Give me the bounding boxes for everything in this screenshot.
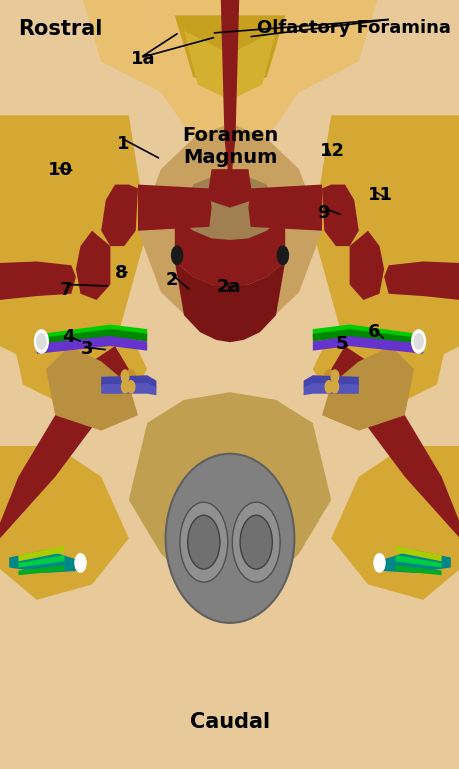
Circle shape [330,371,338,383]
Polygon shape [18,546,64,561]
Circle shape [171,246,182,265]
Polygon shape [321,346,413,431]
Polygon shape [9,292,147,408]
Text: Caudal: Caudal [190,712,269,732]
Polygon shape [174,261,285,342]
Text: 8: 8 [115,264,127,281]
Polygon shape [0,346,129,538]
Text: 5: 5 [335,335,347,352]
Polygon shape [46,346,138,431]
Polygon shape [101,185,138,246]
Polygon shape [312,329,422,346]
Circle shape [37,334,46,349]
Polygon shape [303,383,358,395]
Polygon shape [312,336,422,354]
Circle shape [127,370,135,384]
Polygon shape [174,15,285,92]
Polygon shape [312,325,422,342]
Circle shape [240,515,272,569]
Text: 2a: 2a [216,278,240,296]
Polygon shape [37,336,147,354]
Text: Foramen
Magnum: Foramen Magnum [181,125,278,167]
Polygon shape [184,31,275,100]
Polygon shape [174,169,285,292]
Polygon shape [147,0,312,154]
Polygon shape [18,555,64,568]
Polygon shape [37,325,147,342]
Circle shape [75,554,86,572]
Text: 1: 1 [117,135,129,152]
Polygon shape [330,346,459,538]
Polygon shape [138,185,211,231]
Polygon shape [312,292,450,408]
Circle shape [121,381,129,393]
Polygon shape [18,565,64,575]
Circle shape [121,371,129,383]
Polygon shape [9,550,83,573]
Text: 12: 12 [319,142,344,160]
Polygon shape [349,231,383,300]
Polygon shape [0,261,76,300]
Circle shape [34,330,48,353]
Polygon shape [312,115,459,369]
Polygon shape [395,565,441,575]
Text: 7: 7 [60,281,72,298]
Text: 2: 2 [165,271,178,288]
Polygon shape [83,0,161,92]
Polygon shape [220,0,239,185]
Circle shape [413,334,422,349]
Polygon shape [174,215,285,286]
Text: 1a: 1a [131,50,155,68]
Polygon shape [129,392,330,600]
Polygon shape [330,446,459,600]
Circle shape [324,370,332,384]
Polygon shape [0,446,129,600]
Circle shape [127,381,134,393]
Circle shape [411,330,425,353]
Polygon shape [193,248,266,273]
Polygon shape [101,383,156,395]
Circle shape [277,246,288,265]
Polygon shape [248,185,321,231]
Polygon shape [138,123,321,338]
Ellipse shape [165,454,294,623]
Circle shape [232,502,280,582]
Text: 3: 3 [80,340,93,358]
Circle shape [330,381,338,393]
Text: 4: 4 [62,328,74,346]
Circle shape [330,370,338,384]
Text: Olfactory Foramina: Olfactory Foramina [257,19,450,37]
Text: 10: 10 [48,161,73,179]
Polygon shape [76,231,110,300]
Circle shape [121,370,129,384]
Polygon shape [101,375,156,388]
Circle shape [179,502,227,582]
Polygon shape [395,555,441,568]
Polygon shape [298,0,376,92]
Polygon shape [207,169,252,208]
Polygon shape [303,375,358,388]
Polygon shape [383,261,459,300]
Circle shape [373,554,384,572]
Text: 9: 9 [317,204,329,221]
Polygon shape [0,115,147,369]
Polygon shape [376,550,450,573]
Polygon shape [37,329,147,346]
Text: 6: 6 [367,323,380,341]
Circle shape [325,381,332,393]
Circle shape [187,515,219,569]
Polygon shape [395,546,441,561]
Text: 11: 11 [367,186,392,204]
Text: Rostral: Rostral [18,19,102,39]
Polygon shape [321,185,358,246]
